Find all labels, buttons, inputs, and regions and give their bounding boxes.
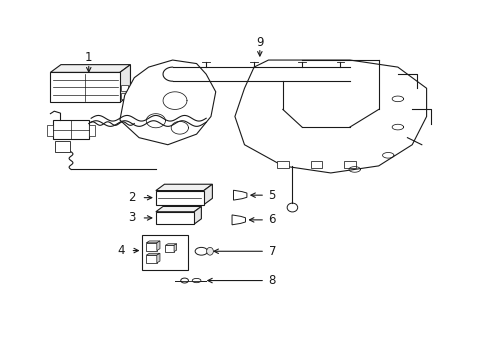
Polygon shape — [120, 60, 215, 145]
Polygon shape — [232, 215, 245, 225]
Text: 5: 5 — [268, 189, 275, 202]
Bar — [156, 190, 203, 205]
Polygon shape — [156, 184, 212, 190]
Text: 3: 3 — [128, 211, 135, 224]
Bar — [146, 255, 157, 263]
Text: 8: 8 — [268, 274, 275, 287]
Bar — [146, 243, 157, 251]
Bar — [121, 85, 128, 91]
Polygon shape — [165, 244, 176, 245]
Bar — [89, 125, 94, 136]
Ellipse shape — [181, 278, 188, 283]
Polygon shape — [146, 253, 160, 255]
Polygon shape — [194, 207, 201, 224]
Bar — [156, 212, 194, 224]
Polygon shape — [156, 207, 201, 212]
Polygon shape — [120, 65, 130, 102]
Text: 1: 1 — [85, 51, 92, 64]
Text: 4: 4 — [117, 244, 125, 257]
Polygon shape — [203, 184, 212, 205]
Bar — [53, 120, 89, 139]
Ellipse shape — [206, 247, 213, 255]
Text: 2: 2 — [128, 191, 135, 204]
Ellipse shape — [195, 247, 207, 255]
Bar — [50, 72, 120, 102]
Bar — [344, 161, 355, 168]
Polygon shape — [234, 60, 426, 173]
Polygon shape — [146, 241, 160, 243]
Polygon shape — [50, 65, 130, 72]
Text: 6: 6 — [268, 213, 276, 226]
Polygon shape — [157, 241, 160, 251]
Ellipse shape — [192, 278, 201, 283]
Bar — [47, 125, 53, 136]
Bar — [142, 235, 187, 270]
Text: 9: 9 — [256, 36, 263, 49]
Bar — [165, 245, 174, 252]
Bar — [310, 161, 322, 168]
Polygon shape — [157, 253, 160, 263]
Text: 7: 7 — [268, 245, 276, 258]
Polygon shape — [174, 244, 176, 252]
Bar — [55, 141, 69, 152]
Polygon shape — [61, 65, 130, 95]
Ellipse shape — [286, 203, 297, 212]
Bar — [277, 161, 288, 168]
Bar — [121, 93, 128, 99]
Polygon shape — [233, 190, 246, 200]
